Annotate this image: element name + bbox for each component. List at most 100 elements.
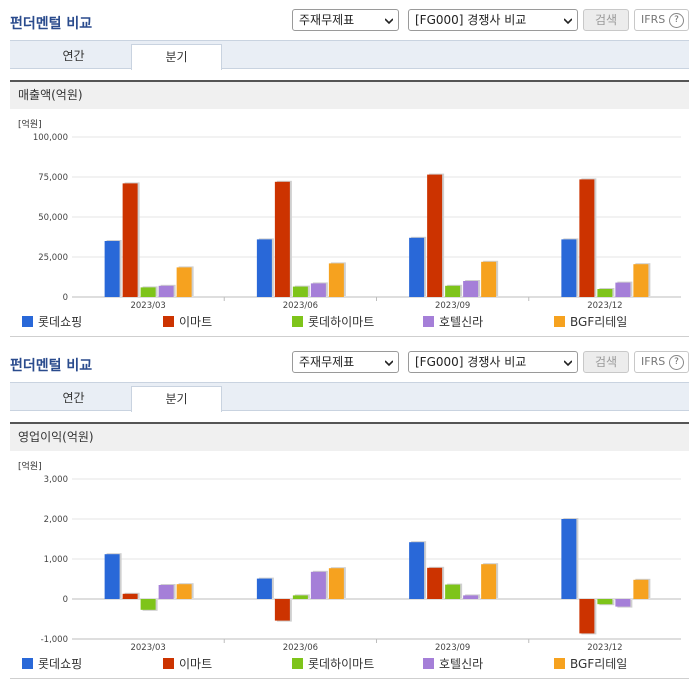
comparison-group-select[interactable]: [FG000] 경쟁사 비교 [408,9,578,31]
bar[interactable] [597,289,613,297]
bar[interactable] [445,584,461,599]
bar[interactable] [463,595,479,599]
bar[interactable] [140,287,156,297]
statement-type-value: 주재무제표 [299,355,355,369]
help-icon[interactable]: ? [669,13,684,28]
y-tick-label: 50,000 [38,213,68,223]
legend-item[interactable]: 호텔신라 [423,314,483,330]
ifrs-button[interactable]: IFRS ? [634,351,689,373]
legend-label: 롯데하이마트 [308,315,375,329]
legend-label: 롯데쇼핑 [38,657,83,671]
legend-item[interactable]: BGF리테일 [554,656,627,672]
ifrs-label: IFRS [641,13,666,26]
y-tick-label: 75,000 [38,173,68,183]
statement-type-value: 주재무제표 [299,13,355,27]
legend-label: 호텔신라 [439,657,484,671]
x-tick-label: 2023/12 [587,643,622,652]
statement-type-select[interactable]: 주재무제표 [292,9,399,31]
y-tick-label: 100,000 [33,133,68,143]
y-tick-label: 2,000 [44,515,68,525]
bar[interactable] [274,181,290,297]
chart-legend: 롯데쇼핑 이마트 롯데하이마트 호텔신라 BGF리테일 [10,654,689,674]
legend-item[interactable]: 이마트 [163,314,212,330]
panel-header: 펀더멘털 비교 주재무제표 [FG000] 경쟁사 비교 검색 IFRS ? [0,342,696,382]
bar[interactable] [256,239,272,297]
legend-item[interactable]: 롯데하이마트 [292,656,374,672]
x-tick-label: 2023/06 [283,643,318,652]
legend-item[interactable]: BGF리테일 [554,314,627,330]
chevron-down-icon [564,360,572,367]
legend-item[interactable]: 호텔신라 [423,656,483,672]
bar[interactable] [633,264,649,297]
legend-item[interactable]: 롯데하이마트 [292,314,374,330]
section-title: 매출액(억원) [10,80,689,109]
section-title: 영업이익(억원) [10,422,689,451]
legend-swatch [423,658,434,669]
operating-profit-chart: [억원]3,000 2,000 1,000 0 -1,000 2023/03 2023/06… [18,460,681,652]
search-button[interactable]: 검색 [583,351,629,373]
bar[interactable] [176,584,192,599]
legend-swatch [163,658,174,669]
bar[interactable] [328,568,344,599]
tab-quarterly[interactable]: 분기 [131,386,222,412]
revenue-chart: [억원] 100,000 75,000 50,000 25,000 0 2023/03 202… [18,118,681,310]
bar[interactable] [122,183,138,297]
bar[interactable] [561,239,577,297]
y-unit-label: [억원] [18,118,42,130]
bar[interactable] [310,283,326,297]
bar[interactable] [310,571,326,599]
bar[interactable] [463,281,479,297]
help-icon[interactable]: ? [669,355,684,370]
bar[interactable] [292,286,308,297]
bar[interactable] [409,237,425,297]
bar[interactable] [256,578,272,599]
bar[interactable] [633,579,649,599]
tab-annual[interactable]: 연간 [62,391,85,405]
bar[interactable] [104,241,120,297]
panel-title: 펀더멘털 비교 [10,16,93,32]
bar[interactable] [445,285,461,297]
bar[interactable] [615,599,631,607]
comparison-group-select[interactable]: [FG000] 경쟁사 비교 [408,351,578,373]
legend-item[interactable]: 롯데쇼핑 [22,656,82,672]
x-tick-label: 2023/09 [435,643,470,652]
bar[interactable] [579,599,595,634]
bar[interactable] [122,593,138,599]
bar[interactable] [274,599,290,621]
bar[interactable] [579,179,595,297]
x-tick-label: 2023/09 [435,301,470,310]
statement-type-select[interactable]: 주재무제표 [292,351,399,373]
bar[interactable] [481,261,497,297]
bar[interactable] [427,174,443,297]
divider [10,336,689,337]
panel-header: 펀더멘털 비교 주재무제표 [FG000] 경쟁사 비교 검색 IFRS ? [0,0,696,40]
comparison-group-value: [FG000] 경쟁사 비교 [415,355,527,369]
search-button[interactable]: 검색 [583,9,629,31]
bar[interactable] [328,263,344,297]
chart-legend: 롯데쇼핑 이마트 롯데하이마트 호텔신라 BGF리테일 [10,312,689,332]
bar[interactable] [140,599,156,610]
bar[interactable] [481,564,497,599]
bar[interactable] [615,282,631,297]
legend-swatch [292,658,303,669]
legend-item[interactable]: 이마트 [163,656,212,672]
bar[interactable] [104,554,120,599]
ifrs-label: IFRS [641,355,666,368]
x-tick-label: 2023/12 [587,301,622,310]
legend-swatch [554,658,565,669]
legend-label: 이마트 [179,315,213,329]
bar[interactable] [158,585,174,599]
bar[interactable] [561,519,577,599]
ifrs-button[interactable]: IFRS ? [634,9,689,31]
y-tick-label: 3,000 [44,475,68,485]
bar[interactable] [597,599,613,605]
tab-quarterly[interactable]: 분기 [131,44,222,70]
legend-swatch [163,316,174,327]
bar[interactable] [292,595,308,599]
bar[interactable] [427,567,443,599]
legend-item[interactable]: 롯데쇼핑 [22,314,82,330]
bar[interactable] [158,285,174,297]
bar[interactable] [409,542,425,599]
bar[interactable] [176,267,192,297]
tab-annual[interactable]: 연간 [62,49,85,63]
